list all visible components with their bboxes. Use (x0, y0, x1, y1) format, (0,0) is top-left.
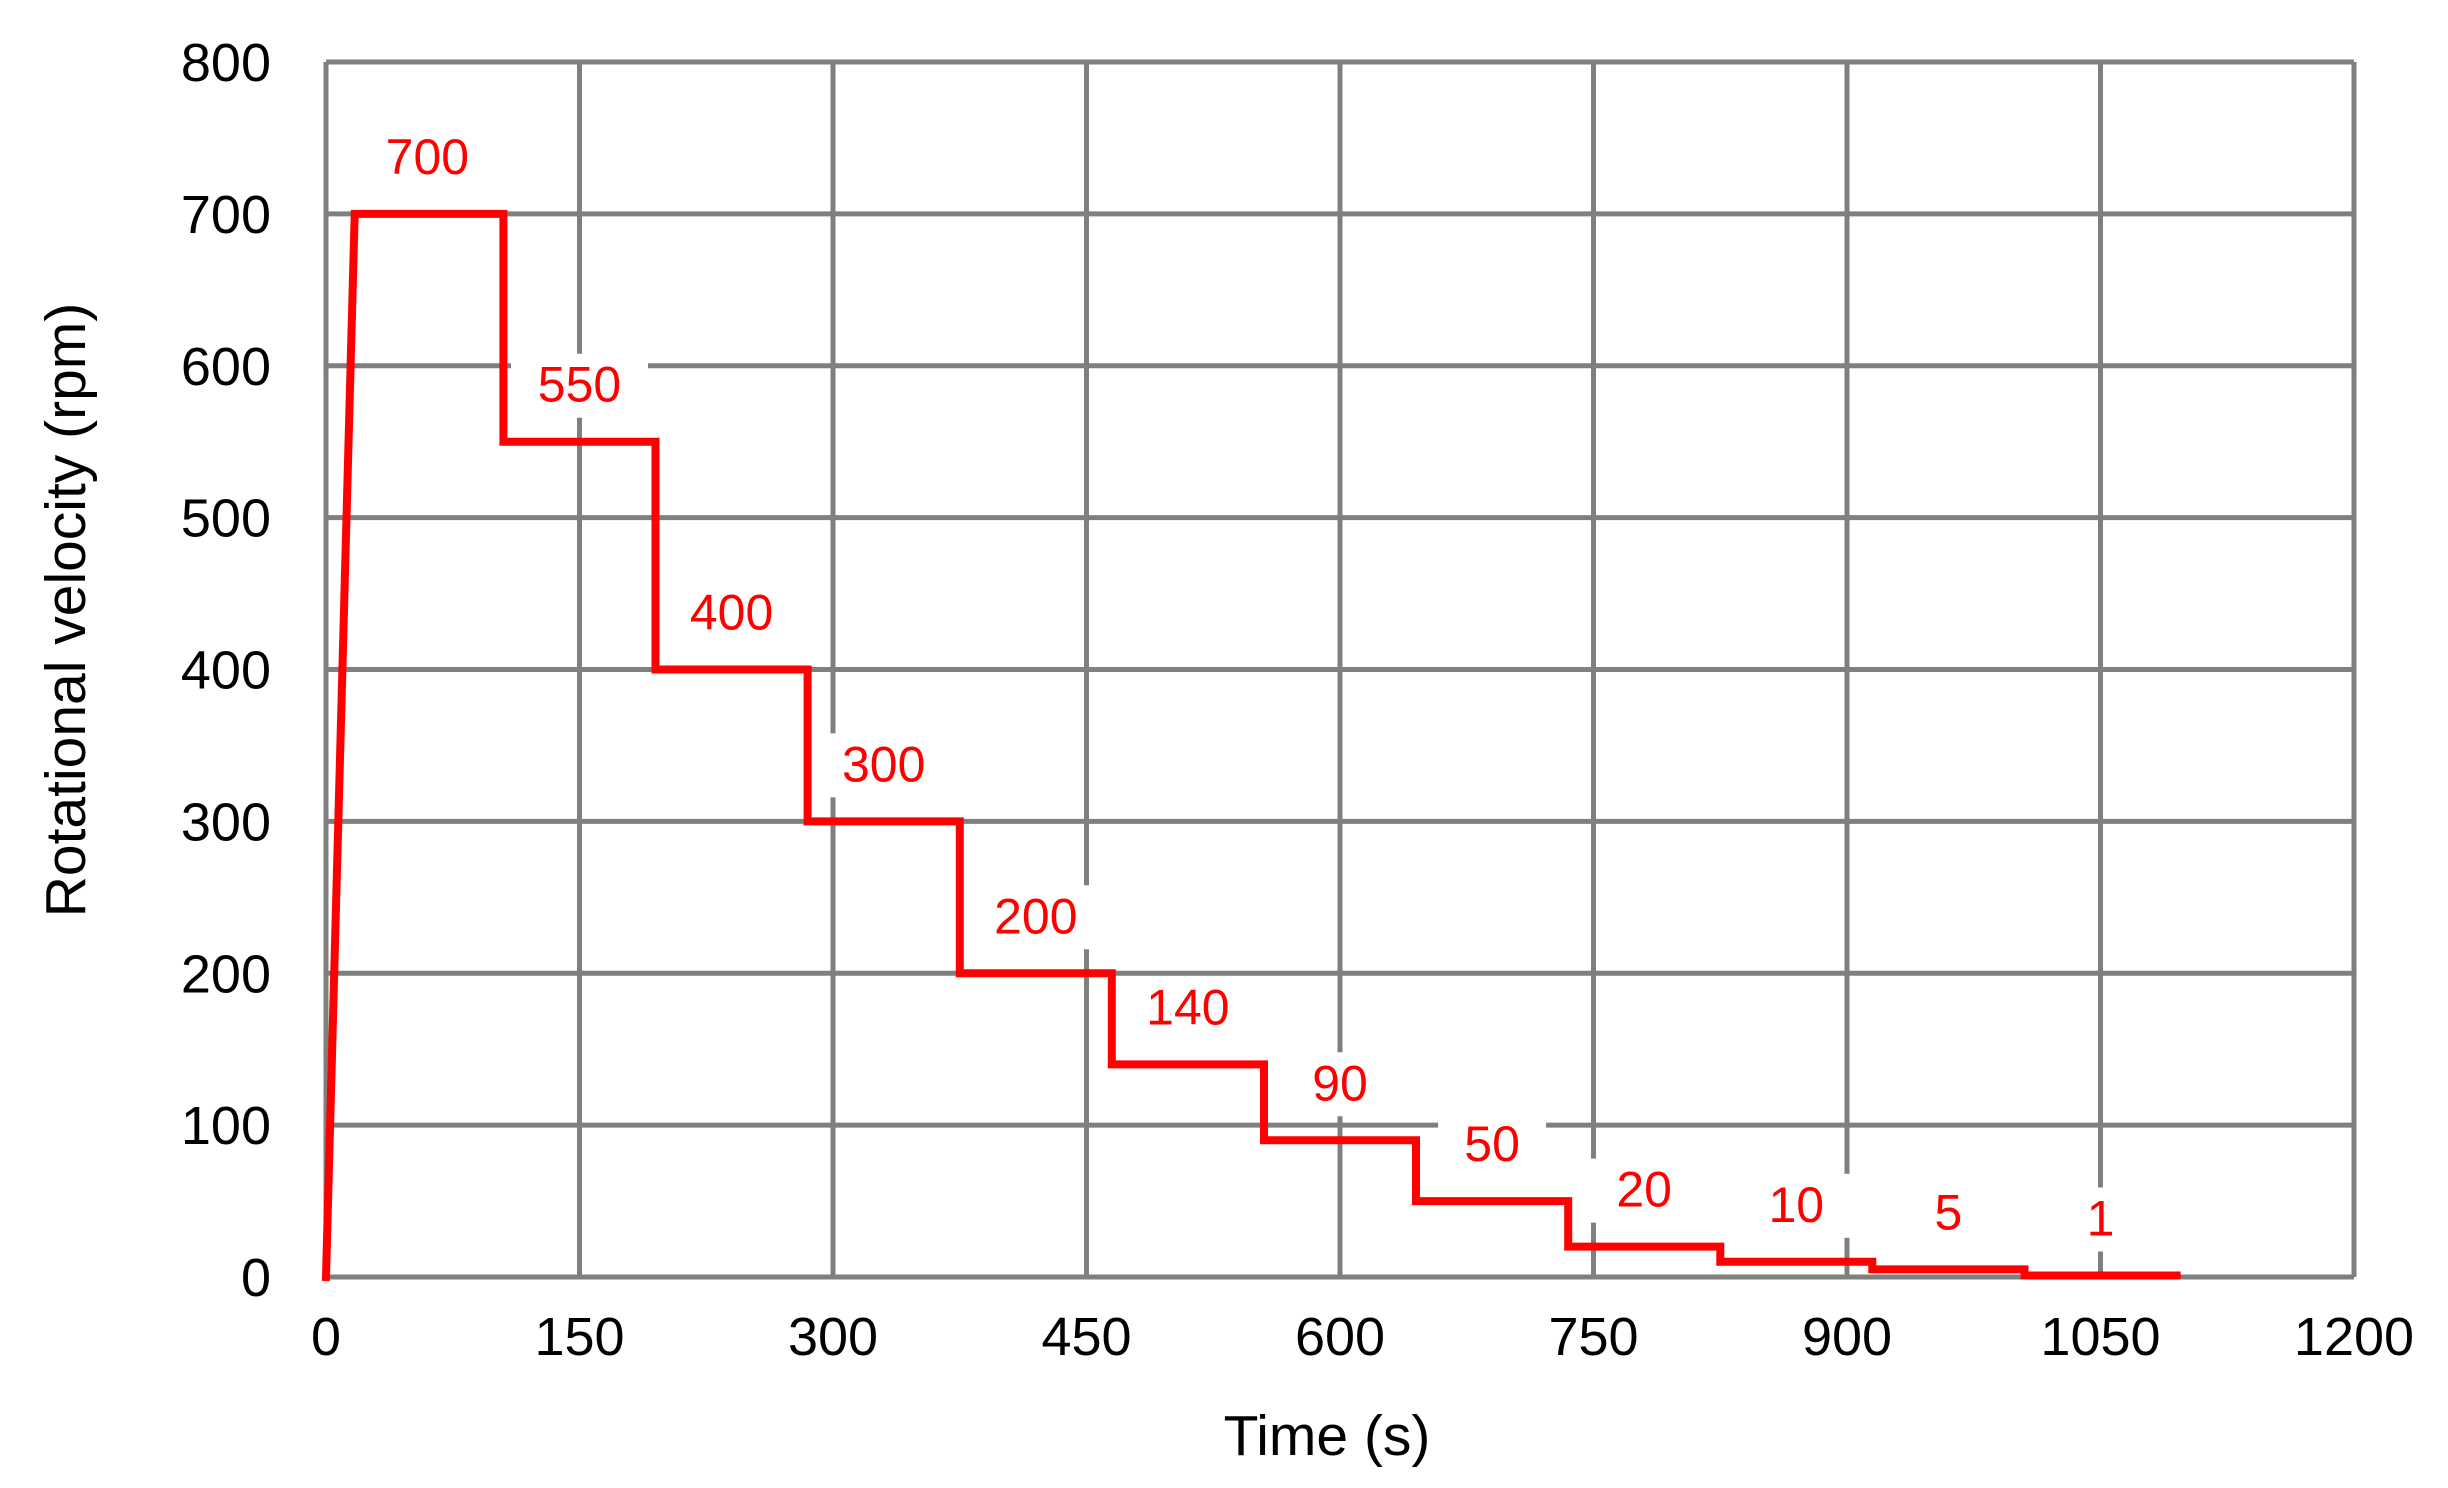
y-tick-label: 400 (181, 641, 271, 701)
x-tick-label: 450 (1041, 1307, 1131, 1367)
x-tick-label: 750 (1548, 1307, 1638, 1367)
data-label: 1 (2087, 1190, 2115, 1246)
data-label: 300 (842, 736, 925, 792)
y-axis-title: Rotational velocity (rpm) (34, 303, 98, 918)
data-label: 550 (538, 357, 621, 413)
series-layer (321, 209, 2181, 1282)
x-tick-label: 150 (534, 1307, 624, 1367)
x-tick-label: 900 (1802, 1307, 1892, 1367)
data-label-background (358, 125, 496, 190)
data-label: 50 (1464, 1116, 1520, 1172)
x-tick-label: 1050 (2040, 1307, 2160, 1367)
y-tick-label: 0 (241, 1248, 271, 1308)
y-tick-label: 800 (181, 33, 271, 93)
x-tick-label: 300 (788, 1307, 878, 1367)
y-tick-label: 300 (181, 792, 271, 852)
data-label: 700 (386, 129, 469, 185)
data-label-background (1286, 1052, 1394, 1117)
x-tick-label: 1200 (2294, 1307, 2414, 1367)
data-labels: 700 550 400 300 200 140 90 50 20 10 5 1 (358, 125, 2140, 1252)
data-label-background (1742, 1173, 1851, 1238)
grid (323, 59, 2357, 1280)
data-label: 90 (1312, 1055, 1368, 1111)
x-tick-label: 0 (311, 1307, 341, 1367)
data-label-background (1590, 1158, 1699, 1223)
x-tick-label: 600 (1295, 1307, 1385, 1367)
data-label-background (2061, 1187, 2140, 1252)
data-label: 20 (1616, 1162, 1672, 1218)
data-label: 200 (994, 888, 1077, 944)
data-label-background (1438, 1113, 1547, 1178)
data-label-background (1908, 1181, 1988, 1246)
data-label-background (511, 353, 648, 418)
data-label-background (967, 885, 1105, 950)
y-tick-label: 700 (181, 185, 271, 245)
x-axis-title: Time (s) (1224, 1404, 1431, 1468)
y-tick-label: 500 (181, 489, 271, 549)
tick-labels: 0 150 300 450 600 750 900 1050 12000100200300400… (181, 33, 2414, 1367)
y-tick-label: 600 (181, 337, 271, 397)
y-tick-label: 100 (181, 1096, 271, 1156)
y-tick-label: 200 (181, 944, 271, 1004)
data-label-background (815, 733, 953, 798)
data-label: 5 (1934, 1184, 1962, 1240)
data-label: 400 (690, 585, 773, 641)
data-label-background (663, 581, 801, 646)
series-line (321, 209, 2181, 1282)
data-label-background (1119, 976, 1257, 1041)
data-label: 10 (1768, 1177, 1824, 1233)
data-label: 140 (1146, 979, 1229, 1035)
